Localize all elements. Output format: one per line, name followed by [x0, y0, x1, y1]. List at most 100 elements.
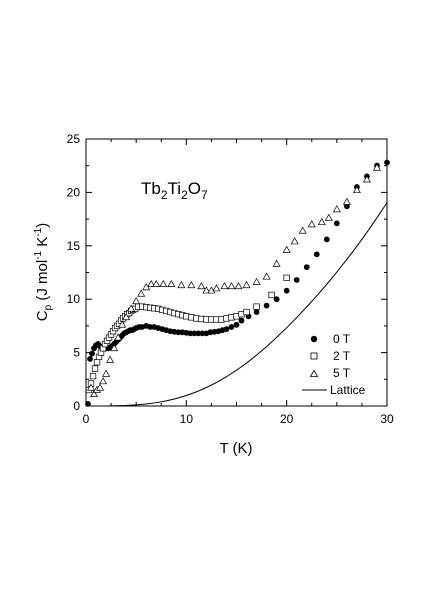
point-0t — [223, 326, 230, 333]
point-5t — [220, 282, 229, 290]
point-0t — [384, 159, 390, 166]
point-5t — [234, 282, 243, 290]
point-5t — [272, 259, 281, 267]
x-tick-label: 0 — [83, 412, 90, 426]
point-0t — [228, 324, 235, 330]
point-0t — [89, 350, 95, 357]
svg-text:Cp (J mol-1 K-1): Cp (J mol-1 K-1) — [33, 223, 54, 321]
point-0t — [175, 329, 182, 336]
point-5t — [197, 282, 206, 290]
compound-annotation: Tb2Ti2O7 — [141, 179, 208, 202]
x-tick-label: 30 — [380, 412, 394, 426]
point-2t — [283, 274, 290, 281]
point-5t — [242, 281, 251, 289]
point-0t — [147, 324, 154, 330]
point-5t — [122, 313, 131, 321]
point-0t — [303, 264, 310, 271]
point-0t — [187, 330, 194, 337]
legend-label-5t: 5 T — [333, 366, 351, 380]
point-5t — [167, 279, 176, 287]
y-tick-label: 5 — [73, 346, 80, 360]
point-0t — [293, 277, 300, 283]
point-5t — [159, 279, 168, 287]
axis-ticks — [85, 138, 388, 407]
point-5t — [137, 289, 146, 297]
point-2t — [91, 365, 99, 372]
point-5t — [372, 163, 381, 171]
y-tick-label: 20 — [67, 185, 81, 199]
axis-tick-labels: 0 10 20 30 0 5 10 15 20 25 — [67, 132, 394, 426]
point-0t — [283, 287, 290, 294]
point-5t — [202, 286, 211, 294]
x-axis-title: T (K) — [219, 440, 252, 457]
point-5t — [317, 217, 326, 226]
y-axis-title-exp2: -1 — [33, 227, 44, 236]
point-5t — [290, 237, 299, 245]
point-5t — [90, 389, 99, 398]
annot-sub-1: 2 — [161, 188, 168, 202]
point-5t — [106, 355, 115, 363]
annot-tb: Tb — [141, 179, 161, 198]
point-0t — [333, 220, 340, 227]
y-tick-label: 0 — [73, 399, 80, 413]
point-5t — [132, 297, 141, 305]
legend-label-lattice: Lattice — [330, 383, 366, 397]
point-5t — [324, 213, 333, 221]
point-5t — [332, 205, 341, 213]
point-5t — [252, 277, 261, 285]
point-2t — [268, 291, 275, 299]
point-5t — [212, 284, 221, 292]
annot-sub-2: 2 — [181, 188, 188, 202]
point-5t — [262, 272, 271, 280]
point-0t — [195, 330, 202, 337]
point-2t — [253, 303, 260, 310]
point-5t — [227, 282, 236, 290]
point-5t — [177, 281, 186, 289]
point-5t — [102, 369, 111, 377]
annot-o: O — [188, 179, 201, 198]
point-5t — [87, 383, 96, 391]
y-axis-title-units: (J mol — [34, 260, 51, 305]
point-5t — [110, 344, 119, 352]
point-5t — [118, 320, 127, 328]
point-0t — [238, 317, 245, 324]
y-tick-label: 25 — [67, 132, 81, 146]
point-2t — [89, 372, 97, 380]
point-5t — [307, 220, 316, 228]
legend-marker-2t — [310, 352, 318, 360]
point-0t — [199, 330, 206, 337]
point-5t — [342, 197, 351, 205]
point-0t — [343, 203, 350, 210]
point-0t — [263, 302, 270, 309]
point-5t — [114, 333, 123, 341]
point-0t — [191, 330, 198, 337]
y-axis-title: Cp (J mol-1 K-1) — [33, 223, 54, 321]
y-axis-title-mid: K — [34, 237, 51, 251]
point-5t — [207, 286, 216, 294]
point-5t — [152, 279, 161, 287]
point-5t — [298, 226, 307, 234]
x-tick-label: 10 — [180, 412, 194, 426]
point-5t — [99, 377, 108, 385]
y-axis-title-close: ) — [34, 223, 51, 228]
point-5t — [187, 281, 196, 289]
series-line-lattice — [86, 202, 388, 407]
point-5t — [362, 175, 371, 183]
point-5t — [147, 279, 156, 287]
x-tick-label: 20 — [280, 412, 294, 426]
point-0t — [313, 251, 320, 258]
point-0t — [87, 356, 93, 362]
legend: 0 T 2 T 5 T Lattice — [302, 332, 366, 397]
point-0t — [85, 400, 91, 407]
legend-marker-5t — [309, 369, 319, 377]
point-5t — [127, 304, 136, 312]
y-tick-label: 10 — [67, 292, 81, 306]
point-2t — [93, 359, 101, 366]
point-5t — [96, 383, 105, 391]
y-tick-label: 15 — [67, 239, 81, 253]
point-0t — [323, 236, 330, 243]
point-5t — [352, 185, 361, 194]
legend-label-2t: 2 T — [333, 349, 351, 363]
legend-marker-0t — [310, 335, 318, 343]
